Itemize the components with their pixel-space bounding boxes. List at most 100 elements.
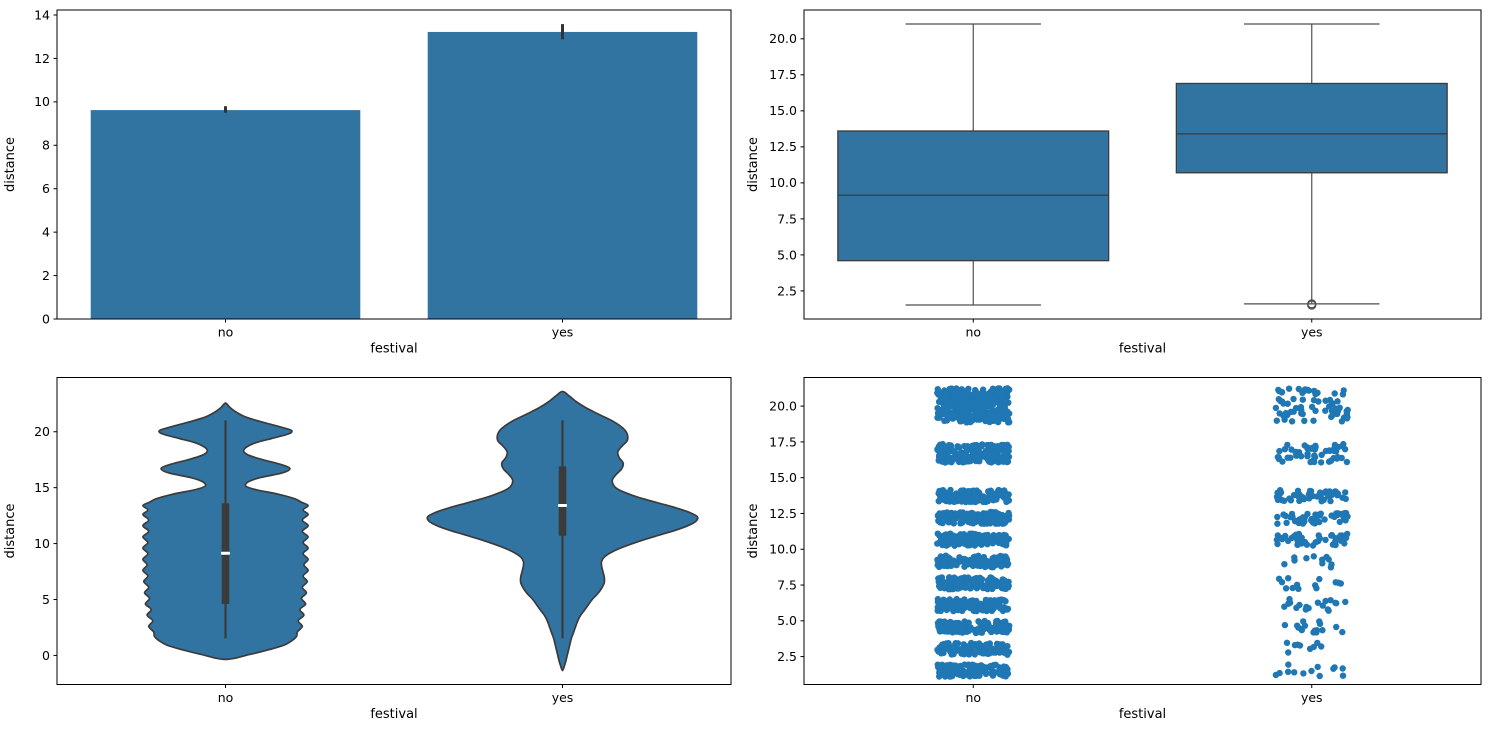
data-point <box>1002 554 1009 562</box>
data-point <box>1001 582 1008 589</box>
data-point <box>938 662 945 669</box>
y-tick-label: 10 <box>34 535 50 550</box>
data-point <box>957 495 964 502</box>
data-point <box>959 622 967 629</box>
data-point <box>979 649 987 656</box>
data-point <box>1277 489 1284 496</box>
x-tick-label-no: no <box>965 325 981 340</box>
data-point <box>948 661 955 668</box>
data-point <box>966 412 973 420</box>
data-point <box>969 515 977 522</box>
data-point <box>1275 575 1283 582</box>
data-point <box>1339 664 1346 672</box>
data-point <box>1281 445 1289 452</box>
data-point <box>954 537 961 545</box>
data-point <box>983 448 990 455</box>
data-point <box>934 556 941 563</box>
data-point <box>1325 458 1333 465</box>
data-point <box>951 574 958 581</box>
data-point <box>1003 539 1010 546</box>
data-point <box>1280 497 1288 504</box>
data-point <box>984 585 991 592</box>
data-point <box>1337 531 1344 539</box>
data-point <box>1293 581 1301 588</box>
data-point <box>1327 596 1334 603</box>
data-point <box>1315 531 1322 539</box>
data-point <box>986 409 993 416</box>
data-point <box>940 596 947 603</box>
y-tick-label: 8 <box>42 138 50 153</box>
data-point <box>982 393 990 400</box>
data-point <box>1331 663 1338 671</box>
data-point <box>987 647 994 655</box>
y-tick-label: 20.0 <box>769 31 797 46</box>
data-point <box>990 449 997 456</box>
data-point <box>1281 621 1289 628</box>
violin-median-dash <box>221 551 230 555</box>
data-point <box>1304 510 1311 517</box>
data-point <box>1288 445 1295 453</box>
data-point <box>1318 497 1325 504</box>
data-point <box>965 627 973 634</box>
data-point <box>1005 399 1012 406</box>
data-point <box>1283 519 1290 526</box>
data-point <box>960 647 967 654</box>
y-tick-label: 2 <box>42 268 50 283</box>
data-point <box>1314 639 1321 646</box>
data-point <box>1002 597 1009 604</box>
data-point <box>1285 660 1292 668</box>
data-point <box>950 598 957 605</box>
data-point <box>1282 584 1290 591</box>
data-point <box>1329 489 1337 496</box>
data-point <box>1000 628 1007 635</box>
data-point <box>1291 517 1299 524</box>
data-point <box>1316 620 1324 627</box>
data-point <box>1293 532 1300 539</box>
data-point <box>1004 384 1011 391</box>
y-tick-label: 17.5 <box>769 67 797 82</box>
data-point <box>960 458 967 465</box>
data-point <box>935 578 942 585</box>
data-point <box>1300 617 1307 625</box>
strip-distance-by-festival: 2.5 5.0 7.5 10.0 12.5 15.0 17.5 20.0 no yes festiv… <box>746 376 1482 722</box>
data-point <box>989 666 996 673</box>
data-point <box>994 490 1002 497</box>
data-point <box>1294 487 1302 494</box>
data-point <box>1005 511 1013 519</box>
y-tick-label: 0 <box>42 311 50 326</box>
data-point <box>1301 517 1308 524</box>
data-point <box>1278 388 1286 395</box>
data-point <box>983 509 990 517</box>
data-point <box>1304 450 1311 457</box>
data-point <box>969 519 977 526</box>
subplot-stripplot: 2.5 5.0 7.5 10.0 12.5 15.0 17.5 20.0 no yes festiv… <box>745 370 1490 739</box>
data-point <box>996 516 1004 523</box>
data-point <box>1274 520 1281 527</box>
data-point <box>958 385 965 392</box>
data-point <box>975 662 982 669</box>
data-point <box>1004 560 1012 567</box>
data-point <box>993 617 1000 624</box>
data-point <box>954 442 961 449</box>
data-point <box>1307 458 1314 465</box>
data-point <box>999 392 1007 400</box>
data-point <box>944 457 952 464</box>
data-point <box>1322 597 1329 604</box>
violin-inner-box <box>558 465 567 536</box>
data-point <box>957 575 964 582</box>
data-point <box>940 496 948 503</box>
y-tick-label: 2.5 <box>777 283 797 298</box>
data-point <box>960 408 967 415</box>
y-tick-label: 14 <box>34 7 50 22</box>
data-point <box>1333 509 1340 517</box>
data-point <box>950 386 958 394</box>
data-point <box>1330 454 1337 461</box>
data-point <box>946 493 953 500</box>
axes-spines <box>56 376 732 685</box>
data-point <box>979 410 987 417</box>
data-point <box>958 517 965 524</box>
data-point <box>971 597 978 605</box>
data-point <box>1280 510 1287 518</box>
data-point <box>969 442 976 449</box>
